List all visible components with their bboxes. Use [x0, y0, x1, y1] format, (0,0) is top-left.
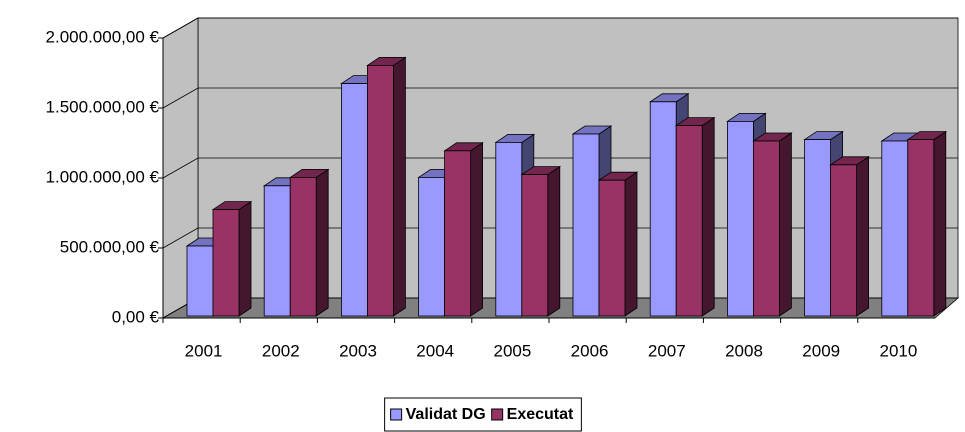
bar: [829, 156, 870, 317]
bar: [597, 171, 639, 317]
bar-side: [392, 56, 406, 317]
x-tick-label: 2010: [879, 341, 917, 360]
bar: [443, 142, 484, 317]
bar-front: [727, 121, 754, 317]
bar-side: [856, 156, 869, 317]
bar-side: [624, 171, 638, 317]
y-tick-label: 1.500.000,00 €: [46, 97, 160, 116]
bar-front: [907, 139, 935, 317]
bar-front: [675, 125, 703, 317]
bar-front: [572, 133, 600, 317]
bar-front: [753, 140, 780, 317]
legend-swatch: [390, 408, 403, 421]
bar: [211, 200, 253, 317]
bar-front: [289, 176, 317, 317]
x-tick-label: 2009: [802, 341, 840, 360]
bar-front: [263, 185, 291, 317]
bar: [674, 116, 716, 317]
x-tick-label: 2006: [571, 341, 609, 360]
x-tick-label: 2001: [185, 341, 223, 360]
y-tick-label: 500.000,00 €: [60, 237, 160, 256]
x-tick-label: 2008: [725, 341, 763, 360]
bar-front: [521, 174, 549, 317]
bar-front: [649, 101, 677, 317]
bar: [520, 165, 562, 317]
bar-side: [933, 130, 947, 317]
bar: [288, 168, 330, 317]
legend-label: Validat DG: [406, 406, 486, 423]
bar-side: [238, 200, 252, 317]
bar-front: [830, 164, 857, 317]
bar-front: [444, 150, 472, 317]
legend-swatch: [491, 408, 504, 421]
bar-side: [547, 165, 561, 317]
bar-front: [418, 176, 446, 317]
x-tick-label: 2004: [416, 341, 454, 360]
bar: [752, 132, 793, 317]
legend-box: [384, 397, 582, 432]
bar-front: [881, 140, 909, 317]
x-tick-label: 2005: [493, 341, 531, 360]
bar-front: [340, 83, 368, 317]
y-tick-label: 0,00 €: [112, 307, 160, 326]
legend: Validat DG Executat: [384, 397, 582, 432]
bar-front: [212, 209, 240, 317]
bar-front: [804, 139, 831, 317]
grid-line: [162, 87, 958, 109]
x-tick-label: 2002: [262, 341, 300, 360]
x-tick-label: 2007: [648, 341, 686, 360]
bar-side: [315, 168, 329, 317]
bar-front: [186, 245, 214, 317]
bar-side: [470, 142, 484, 317]
bar: [366, 56, 407, 317]
bar-front: [495, 141, 523, 317]
bar-front: [598, 179, 626, 317]
bar: [906, 130, 948, 317]
y-tick-label: 1.000.000,00 €: [46, 167, 160, 186]
y-tick-label: 2.000.000,00 €: [46, 27, 160, 46]
bar-front: [366, 65, 394, 317]
x-tick-label: 2003: [339, 341, 377, 360]
bar-side: [779, 132, 792, 317]
legend-label: Executat: [507, 406, 574, 423]
grid-line: [162, 17, 958, 39]
bar-side: [701, 116, 715, 317]
